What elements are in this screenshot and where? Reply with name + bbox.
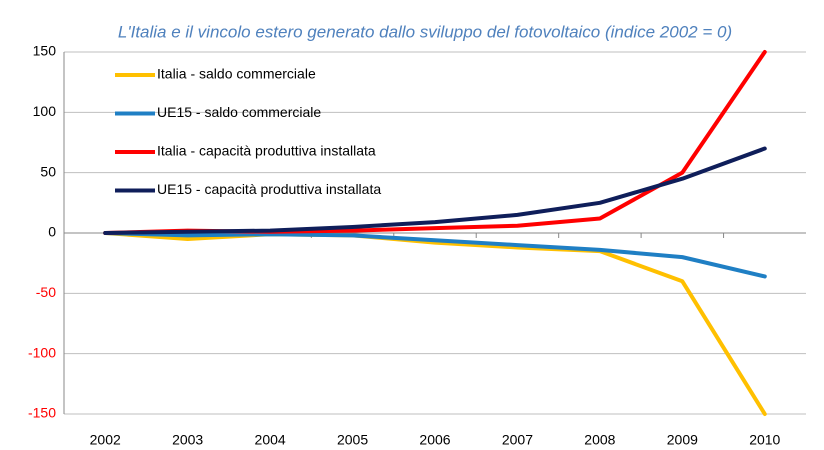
y-tick-label: 0: [48, 224, 56, 240]
x-tick-label: 2010: [749, 432, 780, 448]
x-tick-label: 2002: [90, 432, 121, 448]
legend-label: UE15 - capacità produttiva installata: [157, 181, 381, 197]
y-tick-label: -50: [36, 284, 56, 300]
y-tick-label: -150: [28, 405, 56, 421]
x-tick-label: 2007: [502, 432, 533, 448]
x-tick-label: 2003: [172, 432, 203, 448]
y-tick-label: 100: [33, 103, 57, 119]
series-line: [103, 231, 767, 416]
x-tick-label: 2005: [337, 432, 368, 448]
series-line: [103, 146, 767, 235]
legend-label: Italia - capacità produttiva installata: [157, 143, 376, 159]
legend-label: Italia - saldo commerciale: [157, 66, 316, 82]
y-tick-label: -100: [28, 344, 56, 360]
x-tick-label: 2006: [419, 432, 450, 448]
series-line: [103, 231, 767, 279]
x-tick-label: 2009: [667, 432, 698, 448]
chart-title: L'Italia e il vincolo estero generato da…: [118, 22, 732, 41]
y-tick-label: 150: [33, 43, 57, 59]
x-tick-label: 2008: [584, 432, 615, 448]
x-tick-label: 2004: [255, 432, 286, 448]
legend-label: UE15 - saldo commerciale: [157, 104, 321, 120]
y-tick-label: 50: [40, 163, 56, 179]
